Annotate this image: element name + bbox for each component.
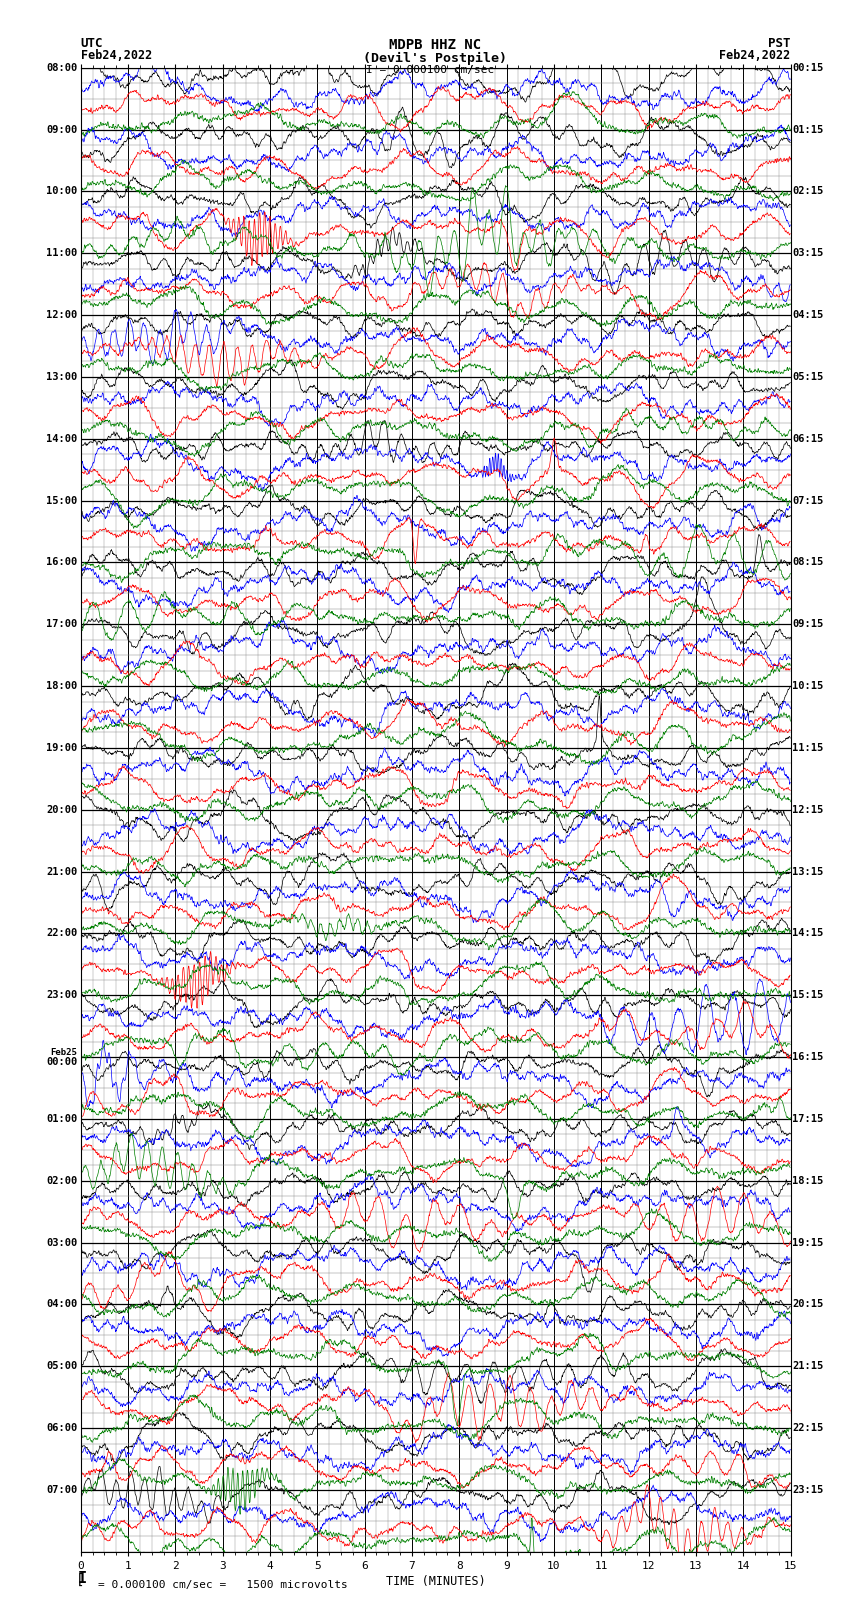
Text: 02:15: 02:15 xyxy=(792,187,823,197)
Text: 06:15: 06:15 xyxy=(792,434,823,444)
Text: UTC: UTC xyxy=(81,37,103,50)
Text: 07:00: 07:00 xyxy=(46,1486,77,1495)
Text: 07:15: 07:15 xyxy=(792,495,823,505)
Text: 17:00: 17:00 xyxy=(46,619,77,629)
Text: Feb24,2022: Feb24,2022 xyxy=(719,48,791,63)
Text: 11:15: 11:15 xyxy=(792,744,823,753)
Text: 20:00: 20:00 xyxy=(46,805,77,815)
Text: I = 0.000100 cm/sec: I = 0.000100 cm/sec xyxy=(366,65,494,76)
Text: 15:15: 15:15 xyxy=(792,990,823,1000)
Text: 11:00: 11:00 xyxy=(46,248,77,258)
Text: = 0.000100 cm/sec =   1500 microvolts: = 0.000100 cm/sec = 1500 microvolts xyxy=(98,1581,348,1590)
Text: 05:00: 05:00 xyxy=(46,1361,77,1371)
Text: 18:00: 18:00 xyxy=(46,681,77,690)
Text: Feb24,2022: Feb24,2022 xyxy=(81,48,152,63)
Text: 13:00: 13:00 xyxy=(46,373,77,382)
Text: 09:00: 09:00 xyxy=(46,124,77,134)
Text: 15:00: 15:00 xyxy=(46,495,77,505)
Text: 05:15: 05:15 xyxy=(792,373,823,382)
Text: 00:15: 00:15 xyxy=(792,63,823,73)
Text: 08:15: 08:15 xyxy=(792,558,823,568)
Text: 16:00: 16:00 xyxy=(46,558,77,568)
Text: 14:00: 14:00 xyxy=(46,434,77,444)
Text: 13:15: 13:15 xyxy=(792,866,823,876)
Text: 22:00: 22:00 xyxy=(46,929,77,939)
Text: [: [ xyxy=(76,1573,84,1587)
Text: MDPB HHZ NC: MDPB HHZ NC xyxy=(389,37,481,52)
Text: Feb25: Feb25 xyxy=(50,1048,77,1057)
Text: 09:15: 09:15 xyxy=(792,619,823,629)
X-axis label: TIME (MINUTES): TIME (MINUTES) xyxy=(386,1574,485,1587)
Text: 19:15: 19:15 xyxy=(792,1237,823,1247)
Text: 00:00: 00:00 xyxy=(46,1057,77,1068)
Text: 03:15: 03:15 xyxy=(792,248,823,258)
Text: 21:00: 21:00 xyxy=(46,866,77,876)
Text: 17:15: 17:15 xyxy=(792,1115,823,1124)
Text: 21:15: 21:15 xyxy=(792,1361,823,1371)
Text: 12:15: 12:15 xyxy=(792,805,823,815)
Text: 08:00: 08:00 xyxy=(46,63,77,73)
Text: 01:00: 01:00 xyxy=(46,1115,77,1124)
Text: 03:00: 03:00 xyxy=(46,1237,77,1247)
Text: 18:15: 18:15 xyxy=(792,1176,823,1186)
Text: 23:15: 23:15 xyxy=(792,1486,823,1495)
Text: 04:00: 04:00 xyxy=(46,1300,77,1310)
Text: 20:15: 20:15 xyxy=(792,1300,823,1310)
Text: 06:00: 06:00 xyxy=(46,1423,77,1432)
Text: 22:15: 22:15 xyxy=(792,1423,823,1432)
Text: 02:00: 02:00 xyxy=(46,1176,77,1186)
Text: 10:15: 10:15 xyxy=(792,681,823,690)
Text: 10:00: 10:00 xyxy=(46,187,77,197)
Text: PST: PST xyxy=(768,37,790,50)
Text: 16:15: 16:15 xyxy=(792,1052,823,1061)
Text: 01:15: 01:15 xyxy=(792,124,823,134)
Text: 23:00: 23:00 xyxy=(46,990,77,1000)
Text: 12:00: 12:00 xyxy=(46,310,77,319)
Text: 04:15: 04:15 xyxy=(792,310,823,319)
Text: I: I xyxy=(78,1571,87,1586)
Text: 19:00: 19:00 xyxy=(46,744,77,753)
Text: (Devil's Postpile): (Devil's Postpile) xyxy=(363,52,507,65)
Text: 14:15: 14:15 xyxy=(792,929,823,939)
